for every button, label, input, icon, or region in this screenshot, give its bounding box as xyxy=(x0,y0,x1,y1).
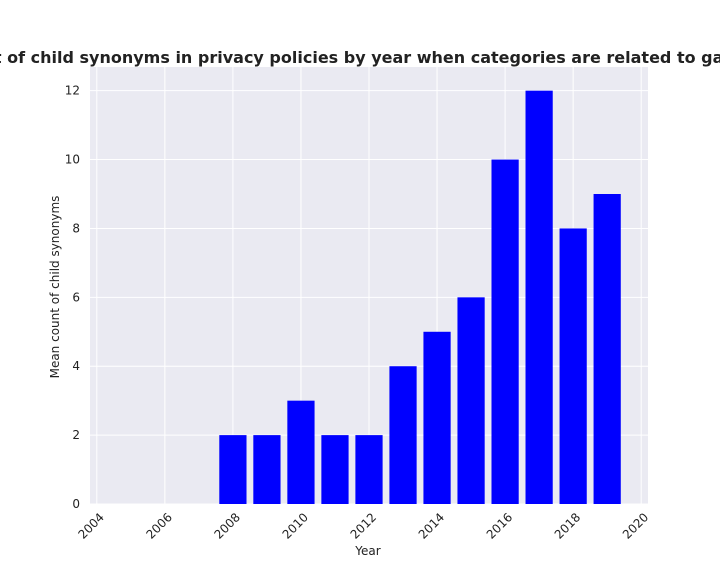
x-tick-label: 2014 xyxy=(416,510,447,541)
y-tick-label: 0 xyxy=(72,497,80,511)
x-tick-label: 2020 xyxy=(620,510,651,541)
x-tick-label: 2012 xyxy=(348,510,379,541)
bar-2019 xyxy=(593,194,621,504)
bar-2011 xyxy=(321,435,349,504)
x-tick-label: 2018 xyxy=(552,510,583,541)
bar-2014 xyxy=(423,331,451,504)
chart-title: Mean count of child synonyms in privacy … xyxy=(0,48,720,67)
bars xyxy=(219,90,621,505)
y-tick-label: 10 xyxy=(65,153,80,167)
bar-2012 xyxy=(355,435,383,504)
bar-2017 xyxy=(525,90,553,505)
bar-2013 xyxy=(389,366,417,504)
bar-2018 xyxy=(559,228,587,504)
y-tick-label: 12 xyxy=(65,84,80,98)
y-tick-label: 4 xyxy=(72,359,80,373)
y-tick-label: 2 xyxy=(72,428,80,442)
y-axis-label: Mean count of child synonyms xyxy=(48,196,62,379)
x-tick-label: 2010 xyxy=(280,510,311,541)
x-tick-label: 2016 xyxy=(484,510,515,541)
x-axis-label: Year xyxy=(354,544,380,558)
bar-2009 xyxy=(253,435,281,504)
x-tick-label: 2006 xyxy=(143,510,174,541)
y-tick-label: 6 xyxy=(72,290,80,304)
bar-2016 xyxy=(491,159,519,505)
x-tick-label: 2008 xyxy=(212,510,243,541)
bar-2008 xyxy=(219,435,247,504)
x-tick-label: 2004 xyxy=(75,510,106,541)
bar-2015 xyxy=(457,297,485,504)
y-tick-label: 8 xyxy=(72,221,80,235)
bar-2010 xyxy=(287,400,315,504)
